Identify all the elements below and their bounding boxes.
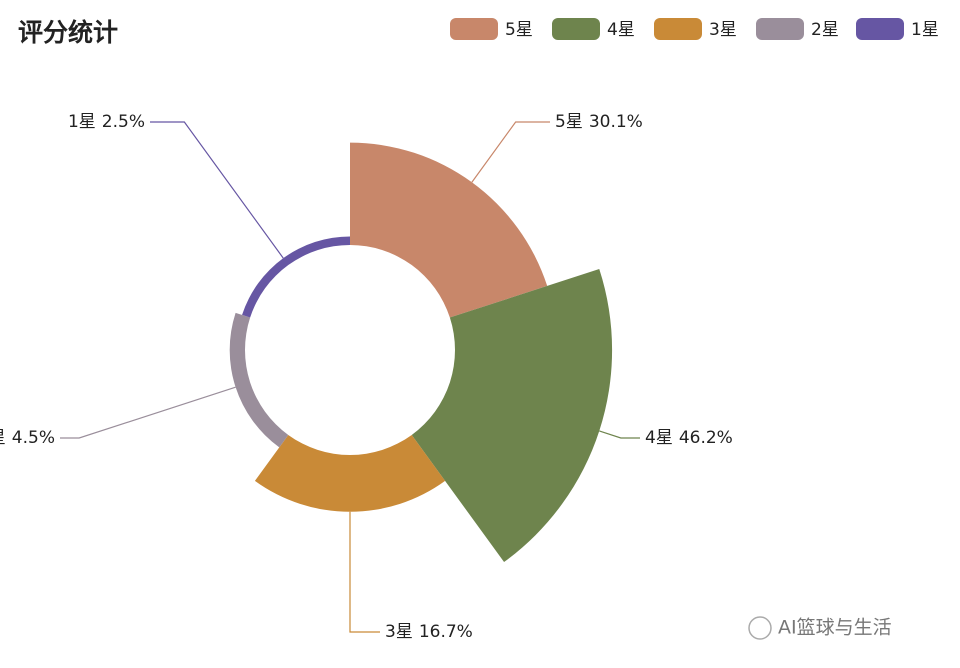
label-value: 4.5% <box>12 428 55 448</box>
chart-title: 评分统计 <box>18 18 118 47</box>
leader-line <box>471 121 550 183</box>
data-label: 2星 4.5% <box>0 428 55 448</box>
rose-sector <box>242 236 350 318</box>
data-label: 5星 30.1% <box>555 112 643 132</box>
legend-swatch <box>552 18 600 40</box>
label-value: 16.7% <box>419 622 473 642</box>
rose-sector <box>411 269 613 563</box>
label-name: 1星 <box>68 112 96 132</box>
label-value: 46.2% <box>679 428 733 448</box>
rose-sector <box>229 312 289 448</box>
watermark-icon <box>748 616 772 640</box>
data-label: 3星 16.7% <box>385 622 473 642</box>
legend-label: 3星 <box>709 20 737 40</box>
label-value: 2.5% <box>102 112 145 132</box>
watermark-text: AI篮球与生活 <box>778 617 892 639</box>
legend-swatch <box>856 18 904 40</box>
label-name: 4星 <box>645 428 673 448</box>
leader-line <box>349 511 380 633</box>
label-value: 30.1% <box>589 112 643 132</box>
leader-line <box>60 386 236 439</box>
leader-line <box>599 430 640 439</box>
rose-sector <box>254 434 446 512</box>
rose-sector <box>350 142 548 318</box>
data-label: 4星 46.2% <box>645 428 733 448</box>
legend-label: 4星 <box>607 20 635 40</box>
legend-label: 2星 <box>811 20 839 40</box>
leader-line <box>150 121 284 259</box>
label-name: 5星 <box>555 112 583 132</box>
legend-swatch <box>654 18 702 40</box>
label-name: 3星 <box>385 622 413 642</box>
legend-label: 5星 <box>505 20 533 40</box>
legend-label: 1星 <box>911 20 939 40</box>
legend-swatch <box>450 18 498 40</box>
legend-swatch <box>756 18 804 40</box>
label-name: 2星 <box>0 428 6 448</box>
data-label: 1星 2.5% <box>68 112 145 132</box>
watermark: AI篮球与生活 <box>748 616 892 640</box>
